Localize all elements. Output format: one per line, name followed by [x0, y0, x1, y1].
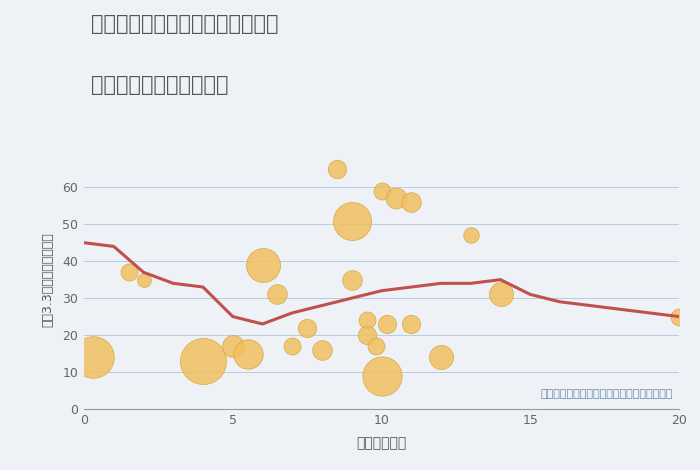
Point: [123, 268, 134, 276]
Point: [287, 342, 298, 350]
Point: [242, 350, 253, 357]
Text: 奈良県生駒郡三郷町東信貴ヶ丘の: 奈良県生駒郡三郷町東信貴ヶ丘の: [91, 14, 279, 34]
Point: [673, 313, 685, 321]
Point: [316, 346, 328, 353]
Point: [227, 342, 238, 350]
Point: [88, 353, 99, 361]
Point: [376, 372, 387, 379]
Point: [197, 357, 209, 365]
Point: [406, 198, 417, 206]
Point: [361, 331, 372, 339]
Point: [302, 324, 313, 331]
Point: [376, 187, 387, 195]
Point: [346, 276, 357, 283]
Point: [346, 217, 357, 224]
Text: 駅距離別中古戸建て価格: 駅距離別中古戸建て価格: [91, 75, 228, 95]
Y-axis label: 坪（3.3㎡）単価（万円）: 坪（3.3㎡）単価（万円）: [41, 232, 54, 327]
Point: [391, 195, 402, 202]
Point: [257, 261, 268, 269]
Point: [361, 316, 372, 324]
Point: [382, 320, 393, 328]
Point: [406, 320, 417, 328]
Point: [272, 290, 283, 298]
X-axis label: 駅距離（分）: 駅距離（分）: [356, 436, 407, 450]
Point: [465, 232, 476, 239]
Point: [435, 353, 447, 361]
Text: 円の大きさは、取引のあった物件面積を示す: 円の大きさは、取引のあった物件面積を示す: [540, 389, 673, 399]
Point: [138, 276, 149, 283]
Point: [370, 342, 381, 350]
Point: [495, 290, 506, 298]
Point: [331, 165, 342, 172]
